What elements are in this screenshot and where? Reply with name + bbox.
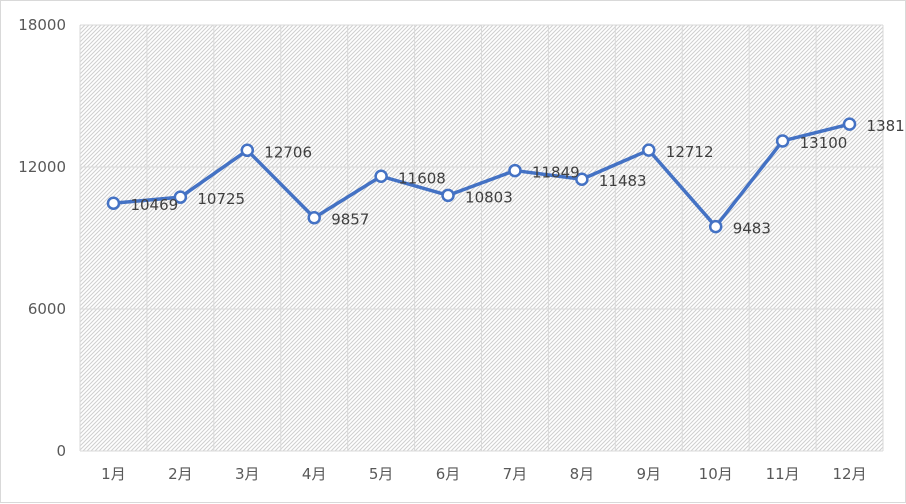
x-tick-label: 9月 <box>637 465 662 483</box>
x-tick-label: 12月 <box>832 465 866 483</box>
data-point <box>775 134 790 148</box>
x-tick-label: 4月 <box>302 465 327 483</box>
y-tick-label: 18000 <box>18 16 66 34</box>
data-label: 12706 <box>264 143 312 161</box>
data-point <box>642 143 656 157</box>
data-point <box>106 196 121 210</box>
data-label: 12712 <box>666 143 714 161</box>
axes: 0 6000 12000 18000 1月 2月 3月 4月 5月 6月 7月 8月 9月 10月 11月 1… <box>18 16 866 483</box>
x-tick-label: 5月 <box>369 465 394 483</box>
x-tick-label: 7月 <box>503 465 528 483</box>
data-label: 9857 <box>331 211 369 229</box>
data-point <box>508 163 522 178</box>
data-label: 13811 <box>867 117 906 135</box>
y-tick-label: 12000 <box>18 158 66 176</box>
x-tick-label: 11月 <box>766 465 800 483</box>
data-label: 10803 <box>465 188 513 206</box>
data-point <box>842 117 857 131</box>
series-layer <box>106 117 857 234</box>
x-tick-label: 10月 <box>699 465 733 483</box>
data-point <box>441 188 455 203</box>
data-point <box>173 190 188 204</box>
x-tick-label: 2月 <box>168 465 193 483</box>
data-point <box>307 210 321 225</box>
series-line <box>111 122 852 229</box>
y-tick-label: 0 <box>56 442 66 460</box>
x-tick-label: 8月 <box>570 465 595 483</box>
data-label: 10469 <box>130 196 178 214</box>
data-label: 9483 <box>733 220 771 238</box>
data-label: 11849 <box>532 164 580 182</box>
data-point <box>708 219 723 234</box>
x-tick-label: 1月 <box>101 465 126 483</box>
y-tick-label: 6000 <box>28 300 66 318</box>
data-label: 13100 <box>800 134 848 152</box>
data-label: 10725 <box>197 190 245 208</box>
data-label: 11483 <box>599 172 647 190</box>
data-point <box>374 169 388 184</box>
gridlines <box>79 24 884 452</box>
data-labels: 10469 10725 12706 9857 11608 10803 11849 11483 1… <box>130 117 906 237</box>
data-point <box>575 172 589 186</box>
x-tick-label: 3月 <box>235 465 260 483</box>
data-point <box>240 143 255 158</box>
data-label: 11608 <box>398 169 446 187</box>
x-tick-label: 6月 <box>436 465 461 483</box>
